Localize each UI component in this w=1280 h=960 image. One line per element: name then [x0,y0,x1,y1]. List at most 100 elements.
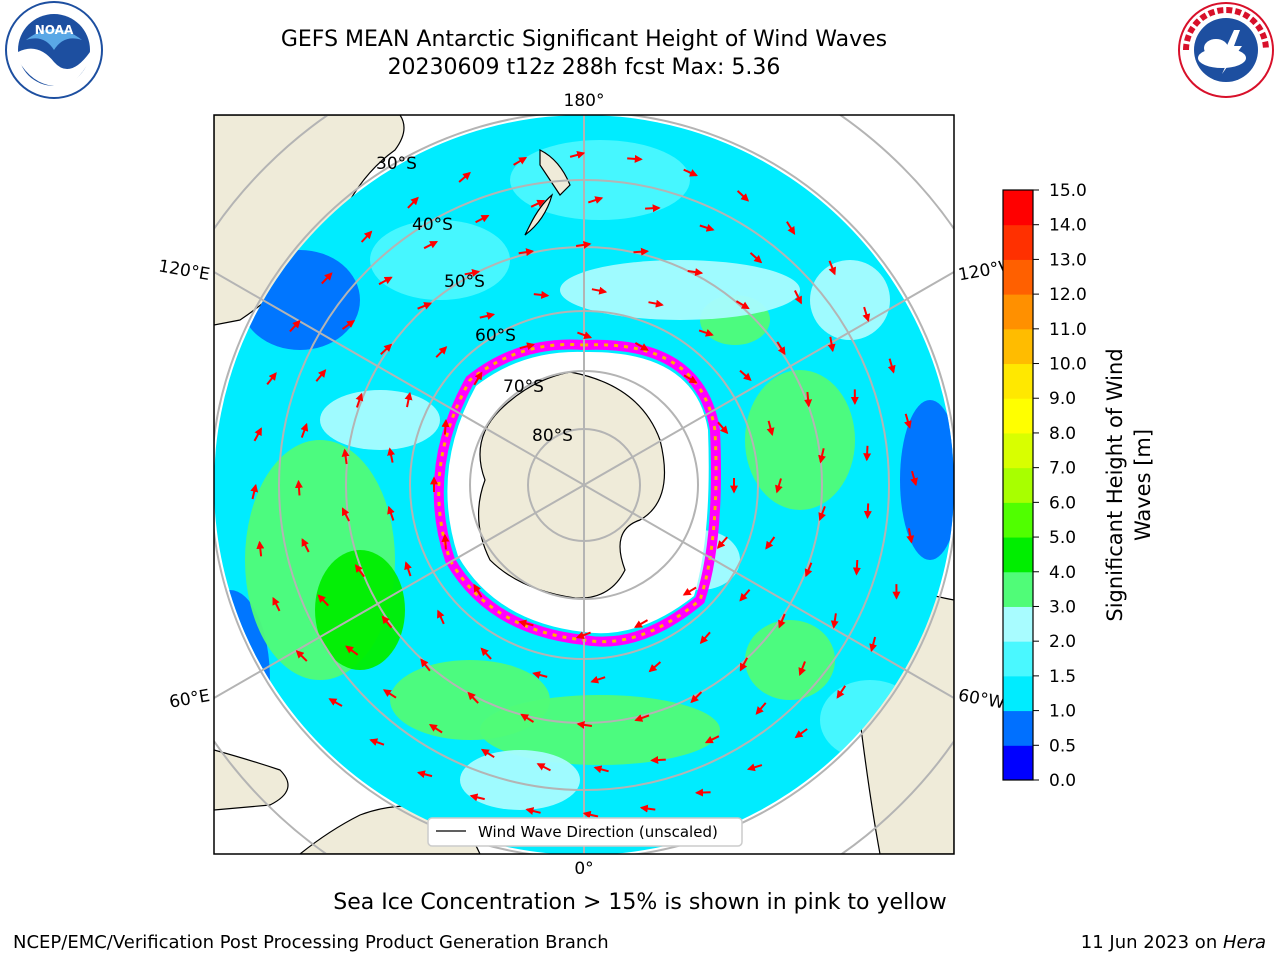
colorbar-segment [1003,641,1033,677]
colorbar-segment [1003,259,1033,295]
lon-label-60w: 60°W [957,686,1007,714]
wave-direction-arrow [404,561,412,577]
run-date: 11 Jun 2023 on Hera [1081,932,1266,953]
wave-direction-arrow [479,312,496,320]
wave-direction-arrow [587,196,604,204]
wave-direction-arrow [590,675,606,684]
wave-direction-arrow [765,536,776,550]
wave-direction-arrow [300,422,309,438]
wave-height-patch [810,260,890,340]
wave-direction-arrow [253,427,262,442]
colorbar-segment [1003,537,1033,573]
wave-direction-arrow [575,631,591,639]
wave-direction-arrow [530,199,546,208]
colorbar-tick-label: 13.0 [1049,250,1087,270]
colorbar-tick-label: 5.0 [1049,528,1076,548]
wave-direction-arrow [382,689,397,699]
wave-direction-arrow [699,631,711,645]
colorbar-segment [1003,190,1033,226]
wave-direction-arrow [354,564,365,578]
colorbar-segment [1003,328,1033,365]
wave-direction-arrow [518,248,535,257]
wave-direction-arrow [532,671,548,679]
wave-direction-arrow [301,538,310,553]
colorbar-segment [1003,571,1033,607]
sea-ice-note: Sea Ice Concentration > 15% is shown in … [333,890,947,915]
wave-direction-arrow [818,506,826,521]
wave-direction-arrow [569,151,586,159]
wave-direction-arrow [441,419,450,435]
wave-direction-arrow [416,770,433,779]
title-line-1: GEFS MEAN Antarctic Significant Height o… [280,27,888,52]
lat-label-70s: 70°S [503,377,544,397]
wave-direction-arrow [360,230,373,243]
wave-direction-arrow [639,804,656,813]
colorbar-tick-label: 14.0 [1049,216,1087,236]
wave-direction-arrow [634,714,650,722]
wave-direction-arrow [804,562,813,578]
wave-direction-arrow [458,171,471,183]
wave-direction-arrow [683,374,698,384]
wave-direction-arrow [369,738,385,746]
wave-direction-arrow [869,636,878,653]
wave-direction-arrow [520,713,535,723]
wave-direction-arrow [256,540,265,557]
wave-direction-arrow [716,536,728,549]
wave-direction-arrow [735,300,750,310]
colorbar-tick-label: 6.0 [1049,493,1076,513]
wave-direction-arrow [778,613,786,629]
wave-direction-arrow [794,728,808,739]
colorbar: 0.0 0.5 1.0 1.5 2.0 3.0 4.0 5.0 6.0 7.0 8.0 9.0 10.0… [1002,181,1087,791]
wave-direction-arrow [536,763,551,772]
wave-direction-arrow [682,586,697,596]
wave-direction-arrow [906,528,915,544]
colorbar-tick-label: 1.0 [1049,702,1076,722]
wave-height-patch [390,660,550,740]
wave-direction-arrow [315,369,327,382]
chart-title: GEFS MEAN Antarctic Significant Height o… [0,26,1168,82]
wave-direction-arrow [804,391,813,408]
map-frame [213,114,955,855]
wave-height-patch [745,620,835,700]
wave-direction-arrow [355,392,364,408]
wave-direction-arrow [736,190,750,202]
wave-direction-arrow [798,661,806,676]
wave-direction-arrow [266,372,277,386]
wave-direction-arrow [739,369,752,381]
wave-direction-arrow [341,507,350,522]
wave-direction-arrow [794,290,802,305]
wave-direction-arrow [441,533,450,550]
wave-direction-arrow [634,619,649,628]
coastlines [524,149,571,236]
wave-direction-arrow [746,763,763,772]
wave-direction-arrow [480,748,495,759]
wave-direction-arrow [836,685,847,699]
wave-direction-arrow [582,810,599,819]
colorbar-tick-label: 7.0 [1049,459,1076,479]
wave-direction-arrow [634,342,649,351]
wave-direction-arrow [904,413,912,429]
colorbar-segment [1003,363,1033,399]
wave-direction-arrow [627,154,643,163]
wave-direction-arrow [591,286,608,295]
wave-direction-arrow [341,319,356,330]
colorbar-tick-label: 15.0 [1049,181,1087,201]
colorbar-segment [1003,294,1033,330]
colorbar-label-line-1: Significant Height of Wind [1103,348,1127,621]
wave-direction-arrow [827,336,836,353]
wave-height-patch [460,750,580,810]
colorbar-segment [1003,467,1033,503]
wave-direction-arrow [473,583,483,598]
wave-direction-arrow [863,445,872,462]
wave-direction-arrow [739,589,751,602]
colorbar-segment [1003,745,1033,781]
wave-direction-arrow [480,647,492,660]
wave-direction-arrow [910,470,918,487]
wave-direction-arrow [473,371,483,386]
wave-direction-arrow [577,331,593,339]
lon-label-180: 180° [564,91,605,111]
lat-label-30s: 30°S [376,154,417,174]
wave-direction-arrow [475,214,490,224]
wave-direction-arrow [717,421,729,435]
wave-direction-arrow [294,479,303,496]
